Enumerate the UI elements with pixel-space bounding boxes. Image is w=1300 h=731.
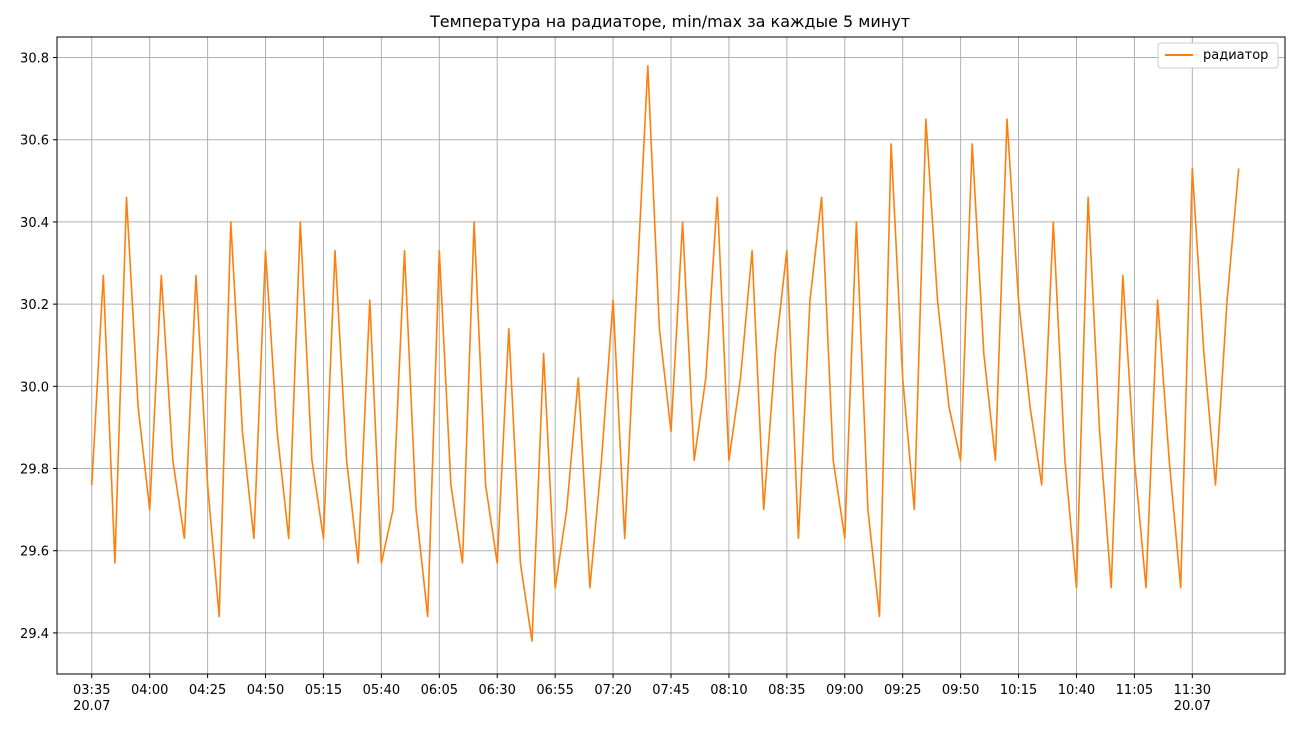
series-line-0	[91, 65, 1240, 642]
x-tick-label: 04:25	[189, 683, 226, 698]
legend-label: радиатор	[1203, 48, 1268, 63]
x-tick-label: 10:40	[1058, 683, 1095, 698]
x-tick-label: 03:35 20.07	[73, 683, 110, 714]
y-tick-label: 29.6	[20, 545, 49, 560]
x-tick-label: 08:35	[768, 683, 805, 698]
x-tick-label: 06:30	[478, 683, 515, 698]
x-tick-label: 06:55	[536, 683, 573, 698]
x-tick-label: 09:00	[826, 683, 863, 698]
y-tick-label: 30.6	[20, 134, 49, 149]
x-tick-label: 09:50	[942, 683, 979, 698]
x-tick-label: 08:10	[710, 683, 747, 698]
x-tick-label: 05:15	[305, 683, 342, 698]
x-tick-label: 07:45	[652, 683, 689, 698]
y-tick-label: 30.8	[20, 52, 49, 67]
legend-box	[1157, 42, 1279, 69]
y-axis: 29.4 29.6 29.8 30.0 30.2 30.4 30.6 30.8	[20, 52, 57, 642]
y-tick-label: 30.4	[20, 216, 49, 231]
y-tick-label: 29.4	[20, 627, 49, 642]
x-tick-label: 05:40	[363, 683, 400, 698]
series-layer	[91, 65, 1240, 642]
x-tick-label: 07:20	[594, 683, 631, 698]
legend: радиатор	[1157, 42, 1279, 69]
x-tick-label: 11:30 20.07	[1174, 683, 1211, 714]
x-tick-label: 06:05	[421, 683, 458, 698]
x-tick-label: 09:25	[884, 683, 921, 698]
grid-lines	[57, 37, 1285, 674]
y-tick-label: 29.8	[20, 463, 49, 478]
chart-title: Температура на радиаторе, min/max за каж…	[429, 12, 910, 31]
y-tick-label: 30.2	[20, 298, 49, 313]
x-tick-label: 04:50	[247, 683, 284, 698]
x-tick-label: 11:05	[1116, 683, 1153, 698]
y-tick-label: 30.0	[20, 380, 49, 395]
x-tick-label: 10:15	[1000, 683, 1037, 698]
x-axis: 03:35 20.07 04:00 04:25 04:50 05:15 05:40 06:05…	[73, 674, 1211, 714]
x-tick-label: 04:00	[131, 683, 168, 698]
